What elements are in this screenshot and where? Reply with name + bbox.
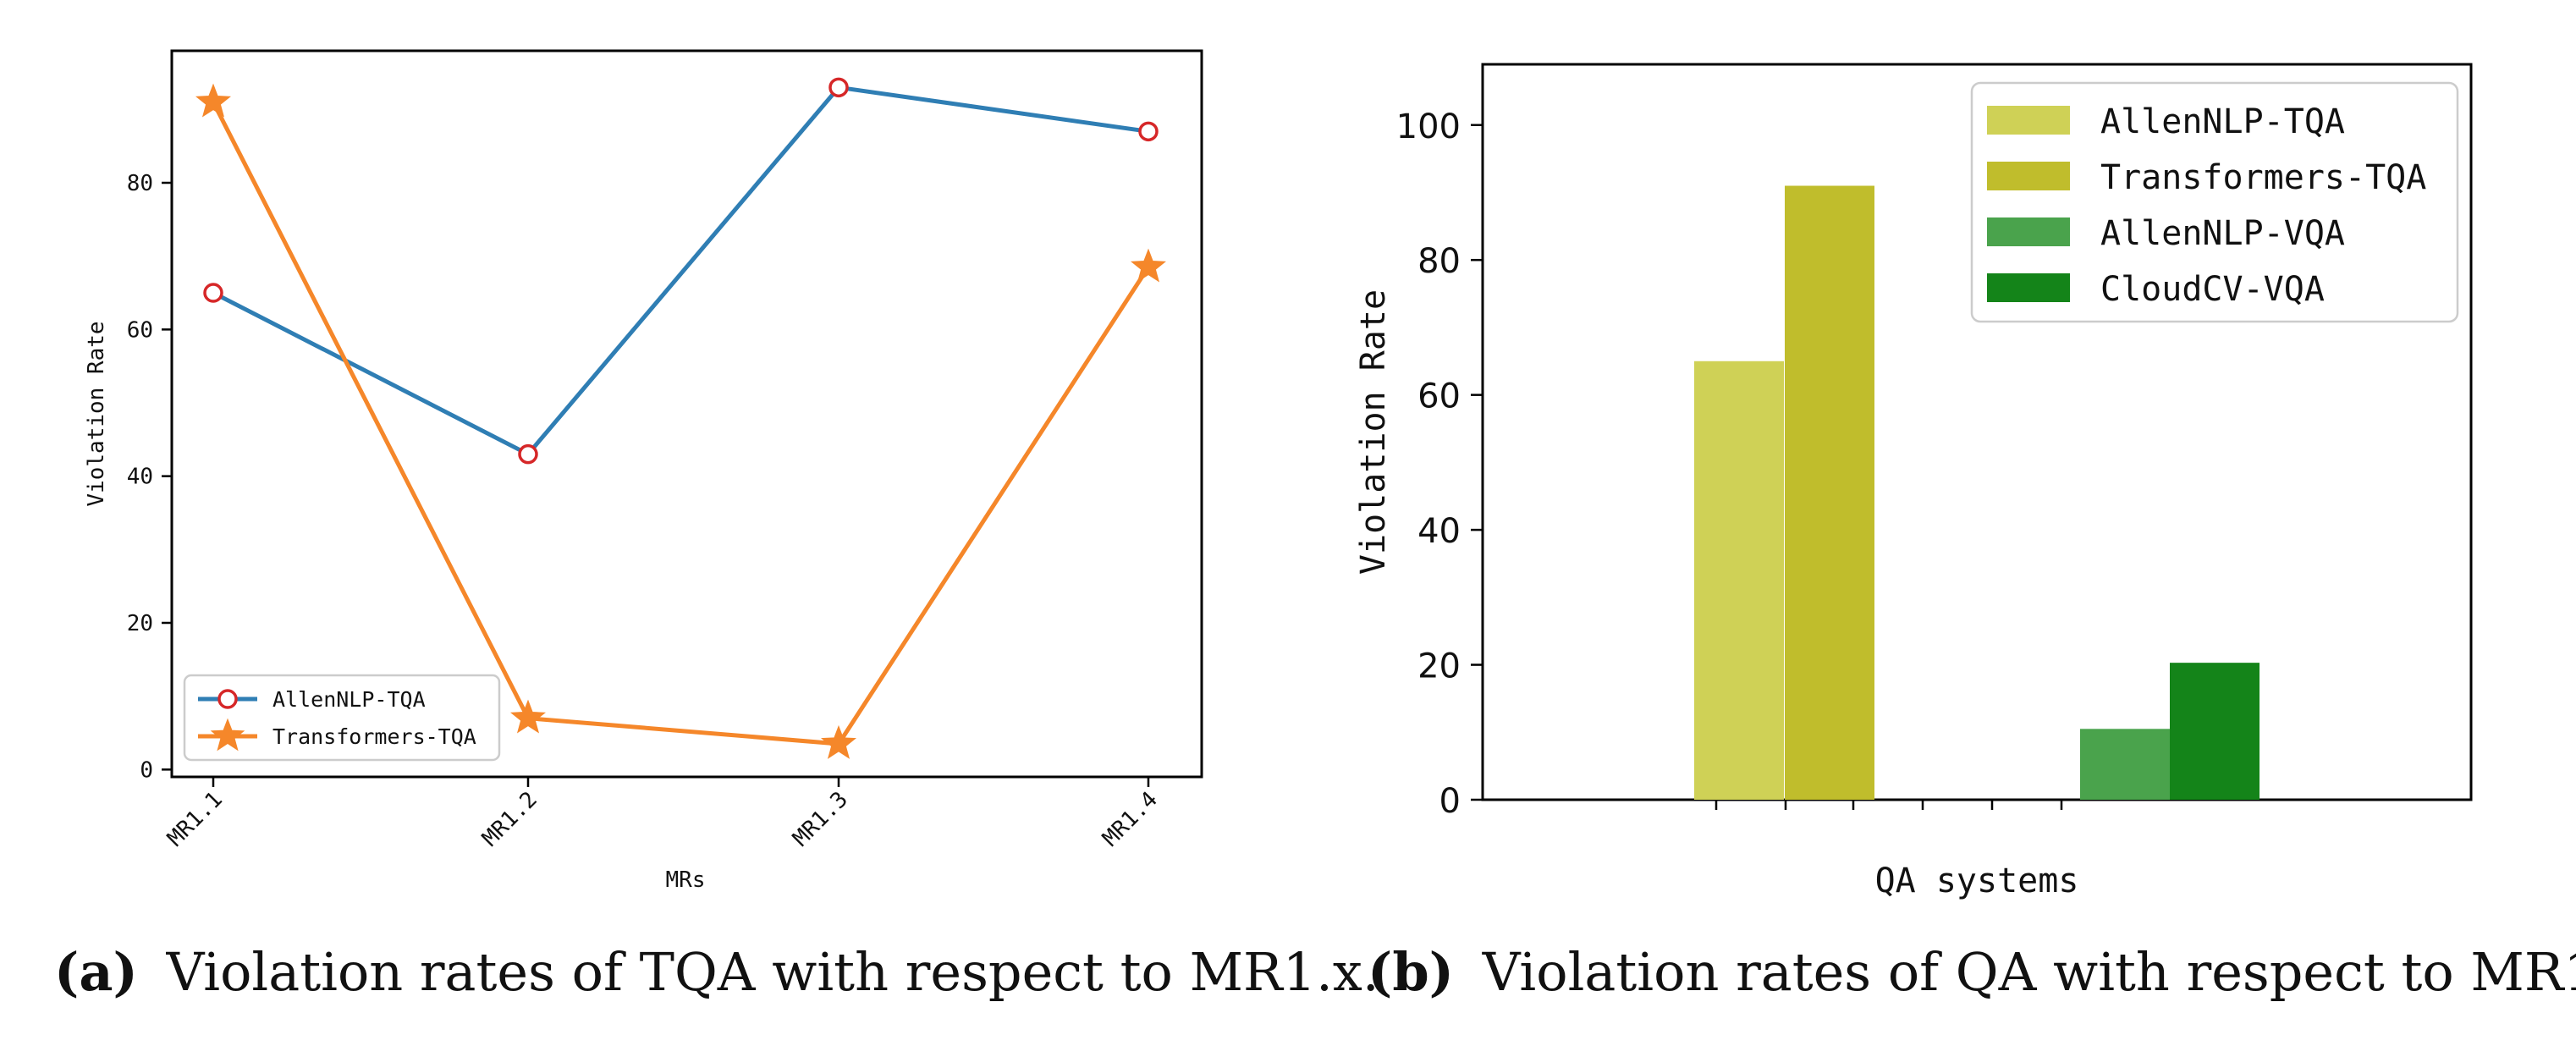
chart-a-legend-label: AllenNLP-TQA	[272, 687, 426, 712]
chart-a-legend-marker	[210, 718, 245, 751]
chart-b-legend-label: AllenNLP-VQA	[2100, 214, 2345, 253]
chart-b-bar: 0 20 40 60 80 100 QA systems Violation Rate Alle…	[1354, 63, 2473, 900]
chart-b-ylabel: Violation Rate	[1354, 289, 1393, 575]
chart-a-xlabel: MRs	[666, 867, 706, 893]
caption-a: (a) Violation rates of TQA with respect …	[54, 941, 1379, 1003]
caption-b-label: (b)	[1368, 941, 1454, 1003]
chart-a-ytick-label: 60	[127, 317, 153, 343]
chart-a-point	[820, 724, 857, 759]
chart-b-ytick-label: 80	[1417, 242, 1461, 281]
chart-a-series-line-0	[212, 85, 1149, 457]
chart-b-ytick-label: 60	[1417, 377, 1461, 416]
chart-a-axes-frame	[170, 49, 1203, 779]
chart-b-ytick-label: 20	[1417, 647, 1461, 686]
chart-a-legend-box	[183, 674, 501, 762]
chart-a-ytick-label: 40	[127, 465, 153, 490]
chart-b-bar-0	[1694, 361, 1784, 800]
chart-a-point	[518, 443, 538, 465]
chart-b-legend-swatch	[1987, 273, 2070, 302]
caption-b: (b) Violation rates of QA with respect t…	[1368, 941, 2576, 1003]
caption-a-label: (a)	[54, 941, 138, 1003]
chart-b-xlabel: QA systems	[1875, 862, 2079, 900]
chart-b-legend-label: CloudCV-VQA	[2100, 270, 2325, 309]
chart-b-legend-swatch	[1987, 162, 2070, 190]
chart-a-point	[1138, 121, 1159, 142]
chart-a-xtick-label: MR1.2	[477, 787, 542, 852]
chart-b-bar-1	[1785, 185, 1874, 801]
chart-a-ylabel: Violation Rate	[84, 321, 109, 506]
chart-a-legend-marker	[217, 689, 238, 709]
chart-b-ytick-label: 40	[1417, 512, 1461, 551]
chart-b-ytick-label: 0	[1439, 782, 1461, 821]
chart-a-point	[195, 83, 232, 118]
chart-b-legend-swatch	[1987, 217, 2070, 246]
chart-a-ytick-label: 80	[127, 171, 153, 196]
chart-b-axes-frame	[1481, 63, 2473, 801]
caption-b-text: Violation rates of QA with respect to MR…	[1482, 941, 2576, 1003]
chart-a-point	[1130, 248, 1167, 283]
chart-a-xtick-label: MR1.4	[1098, 787, 1163, 852]
chart-b-legend-label: AllenNLP-TQA	[2100, 102, 2345, 141]
chart-b-bar-3	[2170, 663, 2260, 800]
chart-b-legend-swatch	[1987, 106, 2070, 135]
chart-b-bar-2	[2080, 729, 2170, 800]
chart-b-ytick-label: 100	[1396, 107, 1461, 146]
chart-a-xtick-label: MR1.3	[788, 787, 853, 852]
chart-a-point	[203, 283, 223, 303]
chart-a-xtick-label: MR1.1	[162, 787, 228, 852]
chart-a-point	[828, 77, 849, 98]
chart-a-ytick-label: 20	[127, 611, 153, 636]
chart-a-series-line-1	[211, 101, 1151, 746]
chart-b-legend-box	[1970, 81, 2459, 323]
caption-a-text: Violation rates of TQA with respect to M…	[166, 941, 1379, 1003]
chart-a-line: 0 20 40 60 80 MR1.1 MR1.2 MR1.3 MR1.4 MRs Violatio…	[84, 49, 1203, 893]
chart-a-legend-label: Transformers-TQA	[272, 724, 476, 749]
chart-b-legend-label: Transformers-TQA	[2100, 158, 2426, 197]
chart-a-ytick-label: 0	[140, 757, 153, 783]
chart-a-point	[509, 699, 547, 734]
